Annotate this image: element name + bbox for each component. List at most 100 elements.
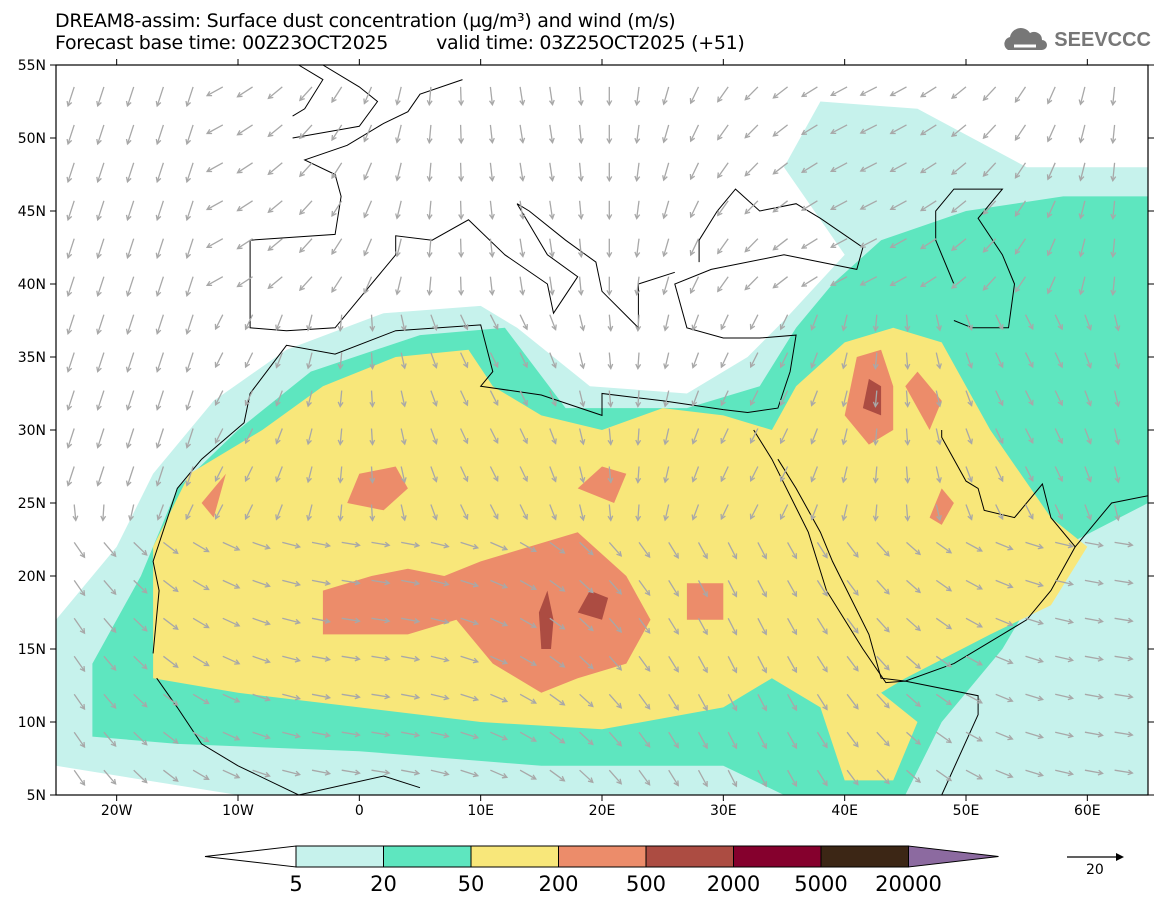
wind-arrow-head xyxy=(155,328,162,336)
wind-arrow-head xyxy=(720,437,726,445)
wind-arrow-head xyxy=(779,475,786,483)
wind-arrow xyxy=(73,504,77,521)
wind-arrow-head xyxy=(530,736,537,742)
wind-arrow xyxy=(816,769,828,786)
wind-arrow xyxy=(816,617,828,634)
wind-arrow-head xyxy=(472,771,480,778)
wind-arrow-head xyxy=(426,137,433,145)
wind-arrow-head xyxy=(1086,324,1092,331)
dust-region-5 xyxy=(577,466,627,503)
wind-arrow-head xyxy=(110,702,117,710)
wind-arrow-head xyxy=(744,246,751,253)
wind-arrow xyxy=(489,238,494,257)
wind-arrow-head xyxy=(400,325,407,332)
wind-arrow xyxy=(490,579,508,589)
wind-arrow xyxy=(1113,428,1120,445)
wind-arrow-head xyxy=(587,587,594,594)
wind-arrow xyxy=(810,352,819,368)
wind-arrow xyxy=(579,731,594,745)
dust-region-13 xyxy=(862,378,882,416)
wind-arrow-head xyxy=(691,324,698,331)
wind-arrow xyxy=(282,655,300,662)
wind-arrow xyxy=(905,352,909,369)
wind-arrow xyxy=(830,238,848,248)
wind-arrow-head xyxy=(1028,399,1034,406)
wind-arrow xyxy=(1024,504,1034,519)
wind-arrow xyxy=(690,238,700,256)
wind-arrow xyxy=(97,352,105,372)
wind-arrow-head xyxy=(214,399,221,406)
wind-arrow xyxy=(97,276,105,296)
wind-arrow-head xyxy=(294,656,301,663)
wind-arrow-head xyxy=(331,172,337,180)
wind-arrow xyxy=(156,200,165,221)
wind-arrow xyxy=(102,504,105,521)
wind-arrow-head xyxy=(976,698,983,704)
wind-arrow-head xyxy=(1037,581,1044,588)
wind-arrow xyxy=(549,428,557,444)
wind-arrow xyxy=(331,200,343,217)
wind-arrow xyxy=(578,504,585,521)
wind-arrow-head xyxy=(982,208,989,215)
wind-arrow-head xyxy=(426,251,433,259)
wind-arrow xyxy=(1112,162,1116,181)
colorbar-label: 50 xyxy=(458,872,485,896)
lon-label: 10W xyxy=(222,803,254,819)
wind-arrow xyxy=(801,86,818,97)
wind-arrow-head xyxy=(443,618,450,625)
wind-arrow xyxy=(608,504,612,521)
wind-arrow-head xyxy=(306,514,312,522)
wind-arrow xyxy=(1055,579,1073,586)
wind-arrow xyxy=(720,314,729,330)
wind-arrow-head xyxy=(66,176,73,184)
wind-arrow xyxy=(744,276,759,290)
wind-arrow xyxy=(339,428,343,445)
wind-arrow xyxy=(401,579,420,585)
wind-arrow-head xyxy=(998,437,1004,445)
wind-arrow xyxy=(697,693,708,711)
wind-arrow-head xyxy=(744,170,751,177)
wind-arrow-head xyxy=(1078,289,1085,296)
wind-arrow xyxy=(67,390,75,410)
wind-arrow xyxy=(370,390,374,407)
wind-arrow xyxy=(717,200,729,216)
wind-arrow-head xyxy=(522,475,528,483)
wind-arrow xyxy=(282,541,300,548)
wind-arrow-head xyxy=(644,703,651,710)
wind-arrow-head xyxy=(946,699,953,706)
dust-region-10 xyxy=(929,488,954,525)
wind-arrow-head xyxy=(559,624,566,630)
wind-arrow-head xyxy=(644,551,651,559)
wind-arrow xyxy=(846,655,859,672)
wind-arrow xyxy=(370,352,374,369)
wind-arrow-head xyxy=(889,166,896,173)
wind-arrow xyxy=(636,124,640,143)
wind-arrow xyxy=(690,200,700,218)
wind-arrow-head xyxy=(644,665,651,673)
wind-arrow-head xyxy=(522,362,528,369)
wind-arrow-head xyxy=(998,475,1004,483)
wind-arrow-head xyxy=(791,780,798,788)
wind-arrow xyxy=(430,466,438,482)
wind-arrow-head xyxy=(915,739,922,745)
wind-arrow-head xyxy=(363,212,369,219)
wind-arrow-head xyxy=(702,553,708,560)
wind-arrow-head xyxy=(413,693,421,700)
wind-arrow xyxy=(311,693,330,699)
wind-arrow xyxy=(400,352,406,369)
wind-arrow-head xyxy=(125,176,132,184)
wind-arrow-head xyxy=(472,619,480,626)
wind-arrow xyxy=(905,466,909,483)
wind-arrow xyxy=(951,238,967,251)
wind-arrow xyxy=(401,617,420,623)
wind-arrow xyxy=(237,162,253,174)
wind-arrow xyxy=(663,238,670,257)
wind-arrow-head xyxy=(691,514,698,521)
wind-arrow-head xyxy=(1014,134,1021,142)
wind-arrow-head xyxy=(883,664,890,671)
wind-arrow xyxy=(876,693,890,709)
wind-arrow xyxy=(363,200,373,218)
colorbar-label: 20 xyxy=(370,872,397,896)
wind-arrow xyxy=(396,86,402,105)
wind-arrow-head xyxy=(458,176,465,183)
